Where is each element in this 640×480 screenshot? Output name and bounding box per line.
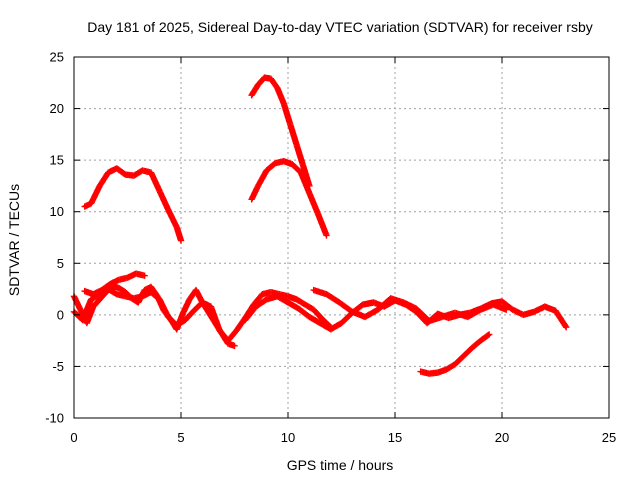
data-trace [274,86,287,106]
series-arc-5 [70,282,238,349]
data-trace [165,207,180,230]
data-trace [478,332,492,344]
data-trace [123,289,134,301]
data-trace [199,300,212,315]
data-trace [97,170,111,188]
ticks: 0 5 10 15 20 25 -10 -5 0 5 10 15 20 25 [45,50,616,446]
data-trace [311,307,325,322]
data-trace [206,310,218,326]
data-trace [161,308,173,322]
series-arc-6 [81,270,148,298]
data-point [231,342,238,349]
data-trace [242,304,259,323]
y-tick-label: -10 [45,411,64,426]
data-point [485,331,493,338]
data-trace [264,160,278,173]
data-trace [414,306,432,324]
data-trace [293,142,306,168]
data-trace [114,165,128,178]
data-point [141,272,148,279]
data-trace [212,321,225,336]
y-tick-label: 25 [50,50,64,65]
series-arc-9 [417,331,493,377]
x-tick-label: 10 [281,430,295,445]
y-axis-label: SDTVAR / TECUs [6,184,22,296]
x-tick-label: 20 [495,430,509,445]
chart-title: Day 181 of 2025, Sidereal Day-to-day VTE… [87,19,593,35]
series-group [70,74,570,377]
data-trace [225,328,239,343]
data-trace [469,338,483,351]
data-trace [84,304,96,325]
series-arc-8 [310,286,510,325]
data-trace [219,331,231,346]
series-arc-3 [248,157,330,239]
y-tick-label: 15 [50,153,64,168]
data-trace [465,307,483,320]
data-trace [255,75,267,88]
data-trace [375,296,393,312]
x-tick-label: 25 [602,430,616,445]
data-trace [251,292,265,307]
data-trace [183,308,197,323]
data-trace [452,353,466,367]
data-trace [253,296,269,310]
data-trace [148,170,163,193]
data-trace [363,307,380,320]
data-trace [97,289,109,302]
data-trace [296,306,312,320]
data-trace [303,302,316,313]
data-trace [157,189,171,212]
y-tick-label: -5 [52,359,64,374]
data-trace [294,296,308,308]
y-tick-label: 10 [50,204,64,219]
data-trace [324,291,342,305]
x-axis-label: GPS time / hours [287,457,394,473]
data-trace [148,284,160,299]
data-trace [337,300,355,315]
data-trace [287,122,300,147]
data-trace [174,310,186,332]
data-trace [99,281,113,293]
data-point [177,237,185,244]
data-trace [90,297,102,309]
data-trace [298,170,313,195]
data-point [323,232,330,239]
y-tick-label: 5 [57,256,64,271]
data-trace [499,299,515,313]
x-tick-label: 0 [70,430,77,445]
data-trace [255,168,270,188]
data-trace [553,308,569,330]
data-trace [461,345,475,359]
y-tick-label: 20 [50,101,64,116]
data-trace [280,101,293,126]
data-trace [315,211,330,238]
series-arc-2 [248,74,313,190]
data-trace [306,191,321,216]
x-tick-label: 5 [177,430,184,445]
data-point [503,306,510,313]
x-tick-label: 15 [388,430,402,445]
data-trace [444,361,457,372]
series-arc-1 [81,165,185,244]
data-trace [154,294,167,313]
data-trace [249,82,261,98]
data-trace [290,162,303,175]
y-tick-label: 0 [57,307,64,322]
data-trace [268,76,280,90]
data-trace [88,183,103,206]
data-point [563,324,570,331]
plot-frame [73,56,610,419]
